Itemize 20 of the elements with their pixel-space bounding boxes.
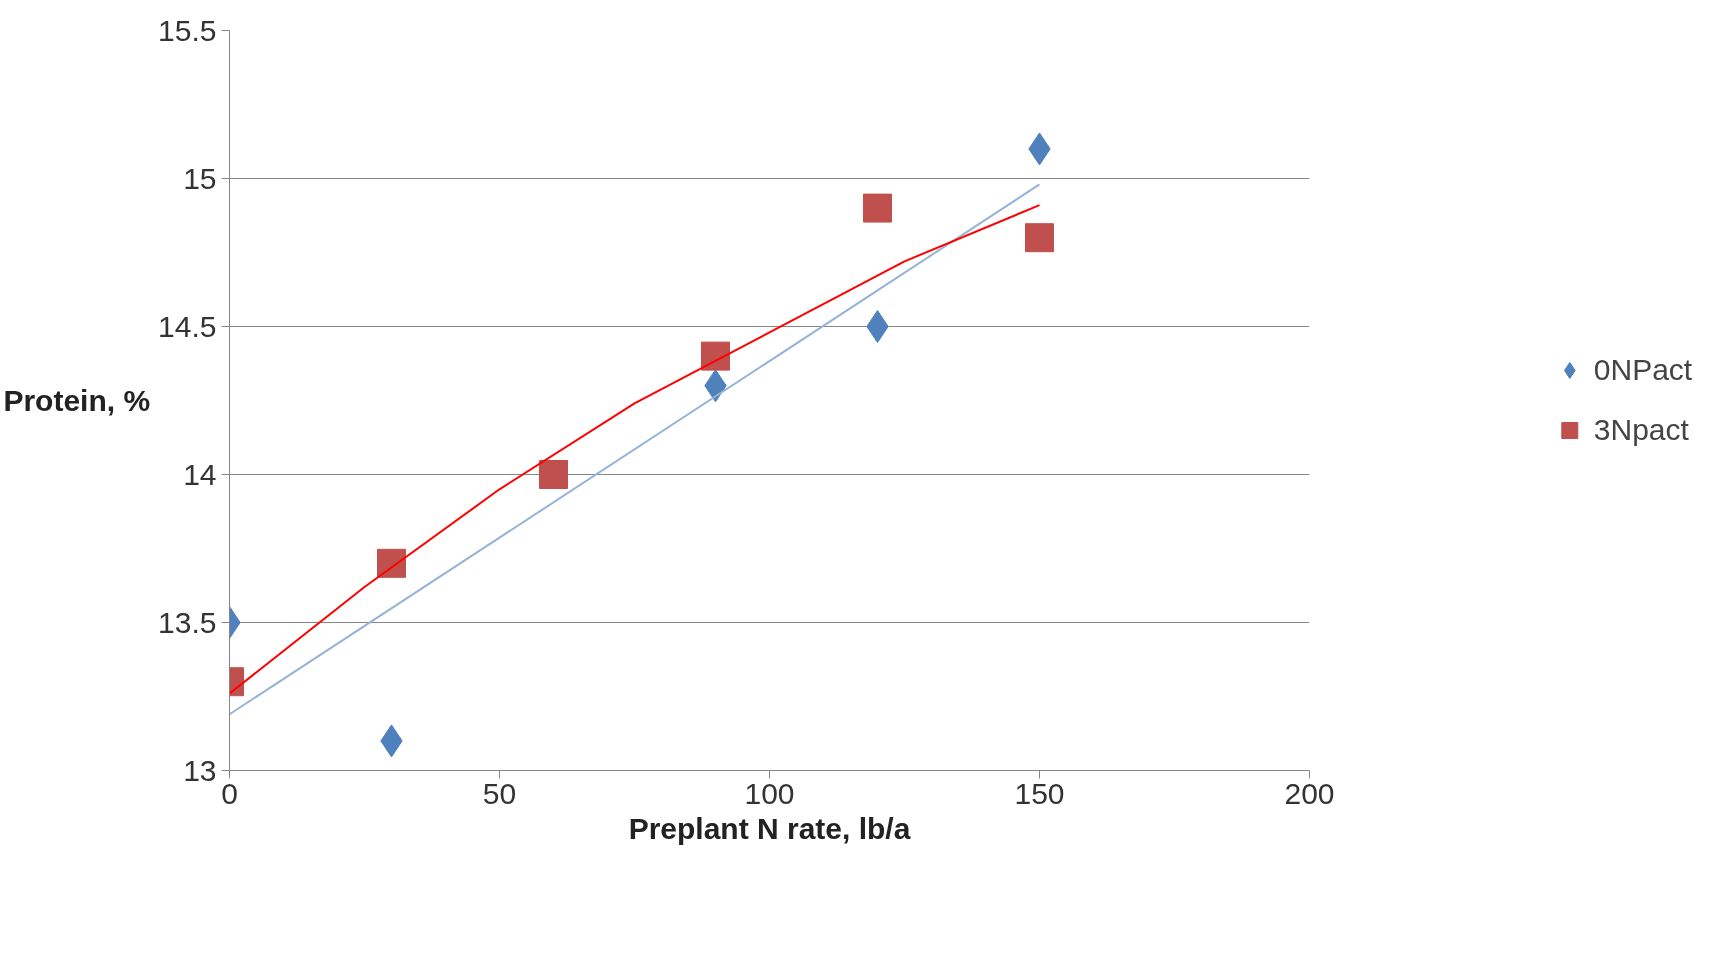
y-tick-label: 15.5 — [158, 13, 217, 47]
y-tick-label: 13 — [183, 753, 217, 787]
x-tick-label: 50 — [482, 776, 517, 810]
point — [1025, 223, 1054, 253]
y-tick-label: 14.5 — [158, 309, 217, 343]
point — [539, 460, 568, 489]
point — [377, 548, 406, 578]
x-tick-label: 100 — [744, 776, 795, 810]
x-tick-label: 150 — [1014, 776, 1065, 810]
y-tick-label: 14 — [183, 457, 217, 491]
x-tick-label: 0 — [221, 776, 238, 810]
x-axis-title: Preplant N rate, lb/a — [628, 811, 911, 845]
y-axis-title: Protein, % — [3, 384, 151, 417]
legend-label: 3Npact — [1593, 413, 1689, 447]
y-tick-label: 15 — [183, 161, 217, 195]
point — [701, 341, 730, 371]
point — [863, 193, 892, 223]
x-tick-label: 200 — [1284, 776, 1335, 810]
legend-label: 0NPact — [1593, 353, 1693, 387]
y-tick-label: 13.5 — [158, 605, 217, 639]
